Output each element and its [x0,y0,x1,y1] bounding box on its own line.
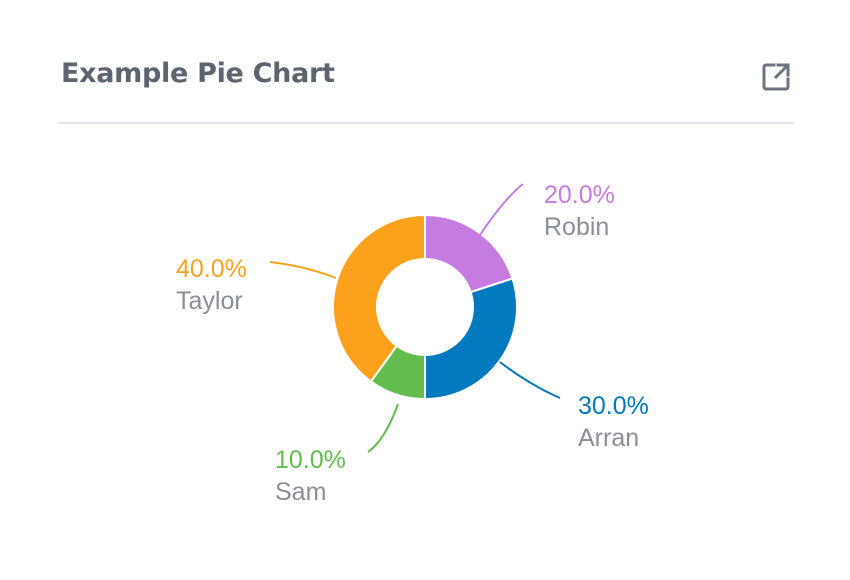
leader-line-taylor [269,261,337,279]
slice-percent-label: 40.0% [176,255,247,283]
pie-slice-arran[interactable] [424,277,518,401]
slice-name-label: Taylor [176,287,243,315]
pie-slice-taylor[interactable] [332,213,426,383]
slice-name-label: Sam [275,478,326,506]
chart-title: Example Pie Chart [61,58,335,89]
open-external-button[interactable] [760,61,792,93]
leader-line-robin [479,183,524,236]
slice-name-label: Arran [578,424,639,452]
slice-name-label: Robin [544,213,609,241]
slice-percent-label: 20.0% [544,181,615,209]
leader-line-sam [367,403,399,453]
slice-percent-label: 30.0% [578,392,649,420]
open-in-new-icon [762,63,790,91]
pie-slice-robin[interactable] [424,213,514,294]
leader-line-arran [499,361,561,399]
slice-percent-label: 10.0% [275,446,346,474]
header-divider [57,122,794,124]
